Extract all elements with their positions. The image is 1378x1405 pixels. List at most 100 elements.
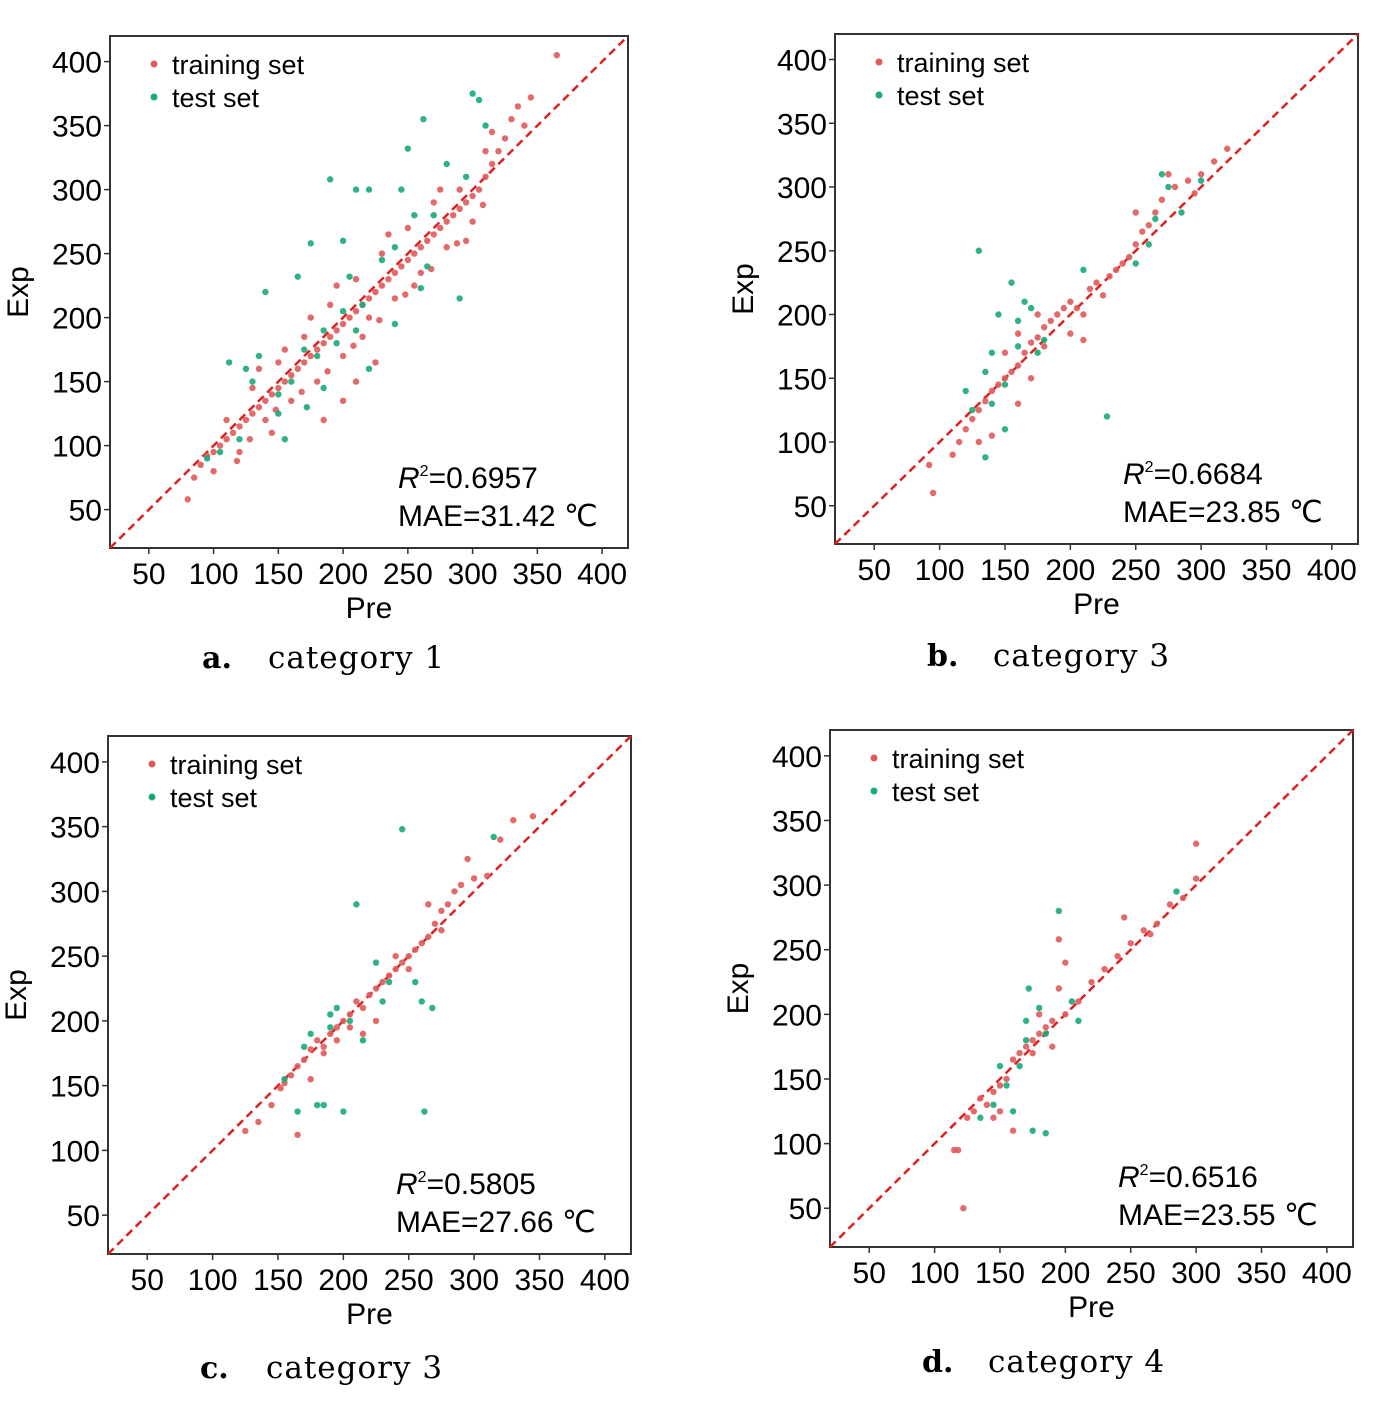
x-axis-label: Pre [346,1298,393,1331]
test-point [1068,998,1076,1005]
x-tick-label: 400 [580,1264,630,1297]
r-symbol: R [396,1168,418,1201]
training-point [1001,349,1009,356]
y-tick-label: 100 [777,427,827,460]
training-point [333,1024,341,1031]
test-point [301,346,308,353]
training-point [294,1131,301,1139]
test-point [225,359,233,366]
x-tick-label: 200 [318,558,368,591]
test-point [262,288,269,296]
test-point [346,1017,354,1025]
training-point [1125,253,1133,261]
y-tick-label: 100 [772,1129,822,1162]
training-point [457,881,465,889]
legend-marker [875,58,883,66]
test-point [1042,1030,1049,1037]
training-point [301,359,308,366]
test-point [1055,907,1063,915]
training-point [398,959,406,966]
test-point [1075,1017,1082,1025]
training-point [249,384,256,392]
training-point [1055,936,1063,943]
chart-c: 50 100 150 200 250 300 350 400 50 100 150 200 250 300… [0,735,632,1386]
x-tick-label: 350 [1236,1257,1286,1290]
training-point [482,173,489,180]
training-point [508,116,515,123]
training-point [236,423,243,430]
test-point [320,327,327,334]
y-axis-label: Exp [2,266,35,318]
training-point [501,135,509,142]
test-point [236,436,243,443]
training-point [988,432,996,439]
training-point [236,448,243,456]
test-point [1158,171,1166,178]
training-point [456,186,463,193]
training-point [1099,292,1107,299]
y-tick-label: 150 [777,363,827,396]
test-point [391,244,399,251]
test-point [418,998,425,1005]
training-point [307,1075,314,1083]
test-point [333,1004,341,1012]
x-tick-label: 300 [1171,1257,1221,1290]
training-point [469,218,476,225]
x-tick-label: 150 [253,1264,303,1297]
training-point [483,872,491,880]
training-point [1062,1011,1069,1018]
training-point [1179,894,1187,902]
training-point [425,933,432,940]
training-point [488,128,496,136]
y-tick-label: 300 [777,172,827,205]
training-point [1047,317,1054,325]
training-point [405,952,412,960]
training-point [1014,400,1022,407]
training-point [242,1127,249,1135]
y-tick-label: 50 [69,495,102,528]
training-point [268,429,276,436]
y-tick-label: 350 [772,805,822,838]
mae-label: MAE=23.55 ℃ [1118,1199,1318,1232]
training-point [424,237,431,244]
legend-entry: training set [170,750,303,780]
test-point [1042,1130,1049,1137]
test-point [379,998,386,1005]
x-tick-label: 50 [131,1264,164,1297]
training-point [184,496,191,503]
training-point [346,1011,354,1018]
test-point [988,349,996,356]
training-point [456,205,463,212]
chart-d: 50 100 150 200 250 300 350 400 50 100 150 200 250 300… [722,729,1354,1380]
test-point [346,273,353,280]
r-squared-label: R2=0.6684 [1123,458,1263,491]
test-point [365,186,373,193]
training-point [482,148,489,155]
test-point [294,273,301,280]
x-tick-label: 100 [915,554,965,587]
training-point [353,998,360,1005]
x-tick-label: 50 [853,1257,886,1290]
caption-letter: a. [202,641,232,676]
y-axis-label: Exp [722,963,755,1015]
legend-entry: training set [172,50,305,80]
training-point [314,378,321,385]
test-point [412,978,419,986]
training-point [1101,965,1108,973]
x-tick-label: 200 [1040,1257,1090,1290]
y-tick-label: 350 [50,812,100,845]
test-point [1014,317,1022,325]
y-tick-label: 400 [50,747,100,780]
test-point [288,378,295,385]
training-point [1062,959,1069,966]
training-point [1145,222,1152,229]
training-point [1055,985,1063,992]
test-point [314,1101,321,1109]
legend-entry: test set [892,777,980,807]
mae-label: MAE=31.42 ℃ [398,500,598,533]
training-point [431,920,439,927]
training-point [359,333,366,340]
training-point [925,461,933,469]
test-point [1152,215,1159,223]
training-point [327,1030,334,1038]
